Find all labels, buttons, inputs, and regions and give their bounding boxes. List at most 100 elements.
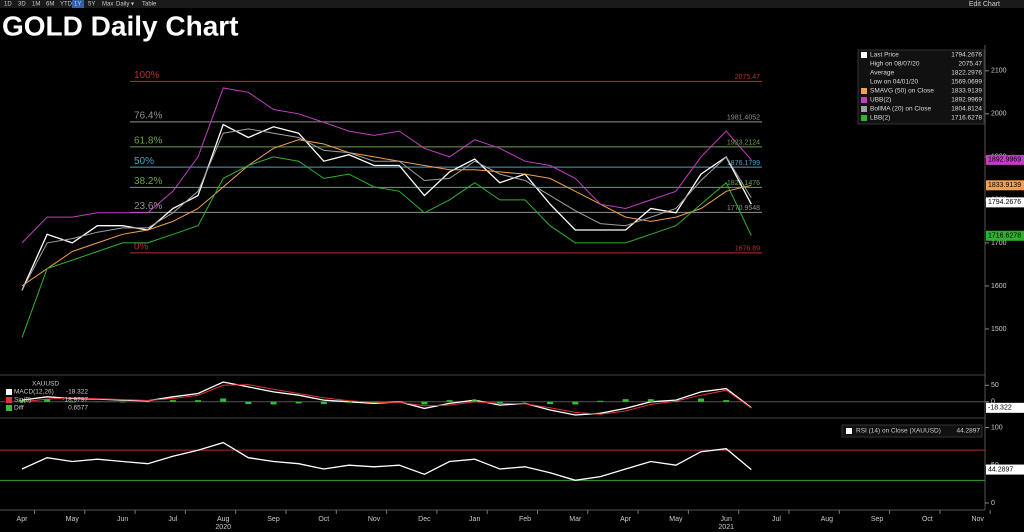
legend-value: 1804.8124 bbox=[951, 106, 982, 113]
legend-value: 44.2897 bbox=[957, 428, 981, 435]
fib-value: 1981.4052 bbox=[727, 115, 760, 122]
x-tick-label: Sep bbox=[871, 516, 884, 523]
range-button[interactable]: 1Y bbox=[74, 2, 81, 8]
legend-swatch bbox=[6, 397, 12, 403]
diff-bar bbox=[195, 400, 202, 402]
x-tick-label: Apr bbox=[17, 516, 29, 523]
fib-value: 1829.1476 bbox=[727, 180, 760, 187]
legend-value: 0.6577 bbox=[68, 405, 88, 412]
x-tick-label: Sep bbox=[267, 516, 280, 523]
legend-value: 1716.6278 bbox=[951, 115, 982, 122]
diff-bar bbox=[69, 401, 76, 403]
legend-swatch bbox=[6, 389, 12, 395]
diff-bar bbox=[245, 401, 252, 405]
legend-label: LBB(2) bbox=[870, 115, 890, 122]
diff-bar bbox=[698, 398, 705, 402]
legend-value: 1833.9139 bbox=[951, 88, 982, 95]
diff-bar bbox=[119, 401, 126, 403]
y-tick-label: 1700 bbox=[991, 240, 1007, 247]
range-button[interactable]: Max bbox=[102, 2, 113, 8]
fib-label: 50% bbox=[134, 156, 154, 167]
year-label: 2020 bbox=[215, 524, 231, 531]
diff-bar bbox=[446, 400, 453, 402]
legend-label: Sig(9) bbox=[14, 397, 31, 404]
range-button[interactable]: 1M bbox=[32, 2, 40, 8]
diff-bar bbox=[597, 400, 604, 402]
range-button[interactable]: 6M bbox=[46, 2, 54, 8]
y-tick-label: 1500 bbox=[991, 326, 1007, 333]
value-tag-label: 1716.6278 bbox=[988, 233, 1021, 240]
legend-label: Diff bbox=[14, 405, 24, 412]
x-tick-label: Mar bbox=[569, 516, 582, 523]
diff-bar bbox=[647, 399, 654, 402]
active-range bbox=[72, 0, 84, 8]
legend-value: -18.9797 bbox=[62, 397, 88, 404]
value-tag bbox=[986, 464, 1024, 475]
range-button[interactable]: 3D bbox=[18, 2, 26, 8]
edit-chart[interactable]: Edit Chart bbox=[969, 1, 1000, 8]
value-tag-label: 1833.9139 bbox=[988, 182, 1021, 189]
y-tick-label: 1600 bbox=[991, 283, 1007, 290]
fib-value: 2075.47 bbox=[735, 74, 760, 81]
legend-value: 1892.9969 bbox=[951, 97, 982, 104]
chart-title: GOLD Daily Chart bbox=[2, 10, 238, 41]
x-tick-label: Oct bbox=[318, 516, 329, 523]
x-tick-label: Nov bbox=[368, 516, 381, 523]
legend-swatch bbox=[861, 115, 867, 121]
x-tick-label: Jul bbox=[168, 516, 177, 523]
legend-label: High on 08/07/20 bbox=[870, 61, 920, 68]
x-tick-label: Jan bbox=[469, 516, 480, 523]
x-tick-label: Aug bbox=[821, 516, 834, 523]
diff-bar bbox=[723, 400, 730, 402]
legend-value: -18.322 bbox=[66, 389, 88, 396]
range-button[interactable]: 5Y bbox=[88, 2, 95, 8]
diff-bar bbox=[496, 401, 503, 404]
series-line bbox=[21, 441, 752, 481]
legend-label: RSI (14) on Close (XAUUSD) bbox=[856, 428, 941, 435]
legend-label: Average bbox=[870, 70, 894, 77]
legend-value: 2075.47 bbox=[959, 61, 983, 68]
diff-bar bbox=[471, 400, 478, 402]
fib-label: 0% bbox=[134, 242, 149, 253]
x-tick-label: May bbox=[669, 516, 683, 523]
y-tick-label: 0 bbox=[991, 399, 995, 406]
diff-bar bbox=[622, 399, 629, 402]
legend-label: SMAVG (50) on Close bbox=[870, 88, 934, 95]
series-line bbox=[21, 384, 752, 415]
legend-swatch bbox=[861, 52, 867, 58]
range-button[interactable]: 1D bbox=[4, 2, 12, 8]
fib-value: 1676.89 bbox=[735, 246, 760, 253]
series-line bbox=[21, 87, 752, 244]
legend-value: 1569.0699 bbox=[951, 79, 982, 86]
legend-swatch bbox=[861, 97, 867, 103]
range-button[interactable]: YTD bbox=[60, 2, 73, 8]
diff-bar bbox=[572, 401, 579, 405]
diff-bar bbox=[547, 401, 554, 405]
diff-bar bbox=[371, 401, 378, 403]
legend-label: Low on 04/01/20 bbox=[870, 79, 918, 86]
diff-bar bbox=[19, 400, 25, 402]
legend-value: 1822.2976 bbox=[951, 70, 982, 77]
x-tick-label: Oct bbox=[922, 516, 933, 523]
value-tag-label: 1892.9969 bbox=[988, 157, 1021, 164]
legend-label: UBB(2) bbox=[870, 97, 891, 104]
x-tick-label: Jun bbox=[117, 516, 128, 523]
legend-label: MACD(12,26) bbox=[14, 389, 54, 396]
legend-label: Last Price bbox=[870, 52, 899, 59]
fib-label: 61.8% bbox=[134, 136, 162, 147]
fib-value: 1923.2124 bbox=[727, 140, 760, 147]
x-tick-label: Aug bbox=[217, 516, 230, 523]
value-tag-label: 1794.2676 bbox=[988, 199, 1021, 206]
range-button[interactable]: Table bbox=[142, 2, 157, 8]
diff-bar bbox=[396, 401, 403, 402]
legend-swatch bbox=[846, 428, 852, 434]
x-tick-label: Dec bbox=[418, 516, 431, 523]
y-tick-label: 2000 bbox=[991, 111, 1007, 118]
range-button[interactable]: Daily ▾ bbox=[116, 2, 134, 8]
diff-bar bbox=[345, 401, 352, 403]
x-tick-label: Nov bbox=[971, 516, 984, 523]
diff-bar bbox=[220, 398, 227, 402]
value-tag-label: -18.322 bbox=[988, 405, 1012, 412]
